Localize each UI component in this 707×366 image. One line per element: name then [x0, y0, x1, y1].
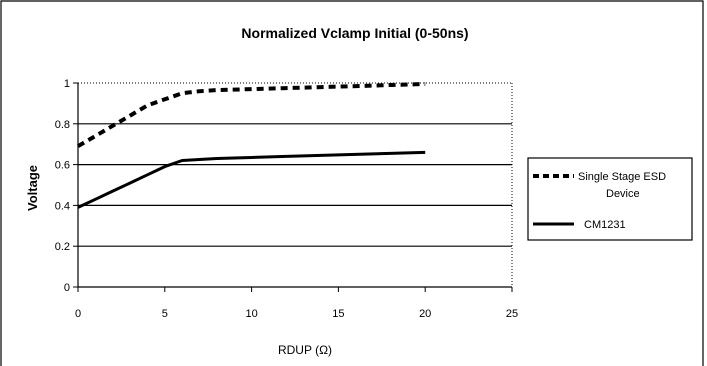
- x-axis-label: RDUP (Ω): [278, 343, 332, 357]
- y-tick-label: 0.8: [55, 119, 70, 131]
- y-tick-label: 0.2: [55, 241, 70, 253]
- y-tick-label: 0.4: [55, 200, 70, 212]
- axes: 00.20.40.60.810 5 10 15 20 25: [55, 78, 518, 320]
- series-line-1: [76, 82, 426, 148]
- series-line-2: [77, 150, 426, 209]
- x-tick-label: 25: [506, 308, 518, 320]
- gridlines: [78, 82, 513, 287]
- legend-label-1: Single Stage ESD Device: [578, 171, 666, 200]
- x-tick-label: 20: [419, 308, 431, 320]
- legend-label-1-line1: Single Stage ESD: [578, 171, 666, 183]
- chart-title: Normalized Vclamp Initial (0-50ns): [241, 25, 468, 41]
- y-tick-label: 1: [64, 78, 70, 90]
- legend: Single Stage ESD Device CM1231: [527, 157, 693, 241]
- x-tick-label: 5: [162, 308, 168, 320]
- x-tick-label: 10: [245, 308, 257, 320]
- x-tick-label: 15: [332, 308, 344, 320]
- legend-box: [527, 157, 693, 241]
- legend-label-2: CM1231: [584, 219, 626, 231]
- y-tick-label: 0: [64, 282, 70, 294]
- series: [76, 82, 426, 209]
- y-tick-label: 0.6: [55, 160, 70, 172]
- legend-label-1-line2: Device: [606, 188, 640, 200]
- y-axis-label: Voltage: [25, 165, 40, 211]
- x-tick-label: 0: [75, 308, 81, 320]
